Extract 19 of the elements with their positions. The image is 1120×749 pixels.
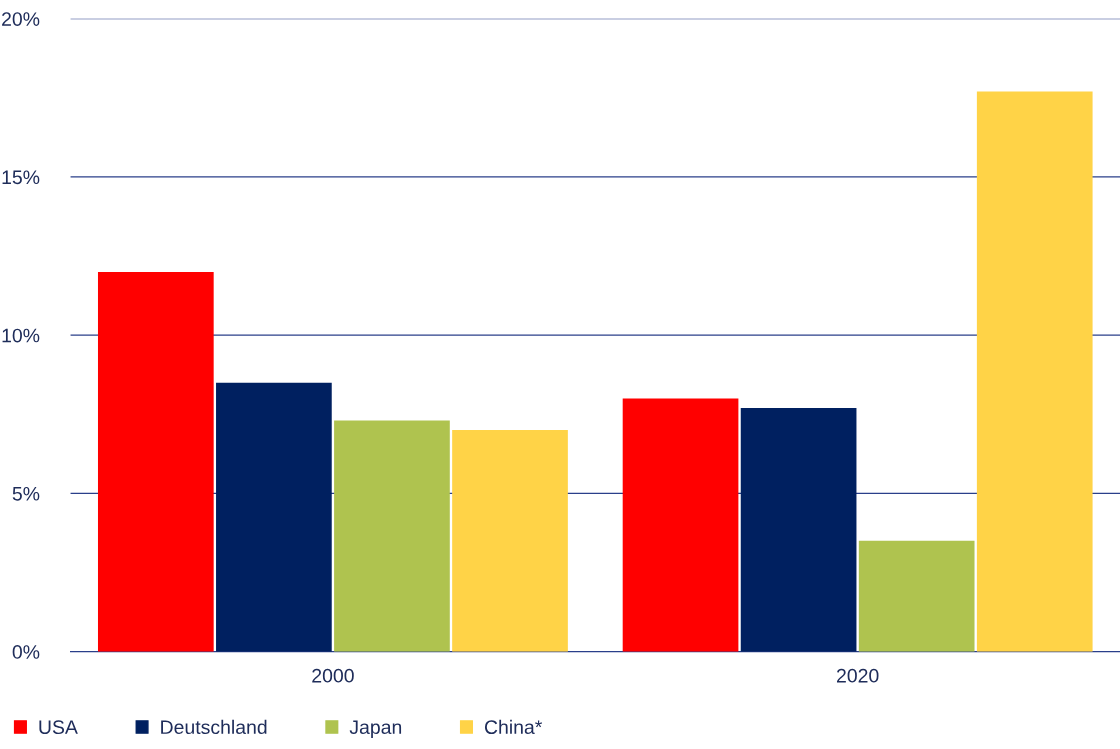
legend-label: USA <box>39 720 78 735</box>
y-tick-label: 15% <box>2 170 40 185</box>
bar <box>97 271 214 652</box>
bar <box>740 407 857 652</box>
bar <box>216 382 332 652</box>
legend-label: Deutschland <box>161 719 267 735</box>
bar <box>858 540 975 652</box>
x-tick-label: 2020 <box>836 668 879 683</box>
y-tick-label: 0% <box>12 645 40 659</box>
y-tick-label: 5% <box>12 486 40 501</box>
x-tick-label: 2000 <box>312 668 354 683</box>
legend-label: Japan <box>349 720 402 738</box>
bar <box>452 430 568 652</box>
y-tick-label: 10% <box>2 328 40 343</box>
legend-label: China* <box>484 719 543 735</box>
bar <box>334 420 450 652</box>
bar <box>622 398 739 652</box>
bar <box>976 91 1093 652</box>
y-tick-label: 20% <box>2 12 40 26</box>
